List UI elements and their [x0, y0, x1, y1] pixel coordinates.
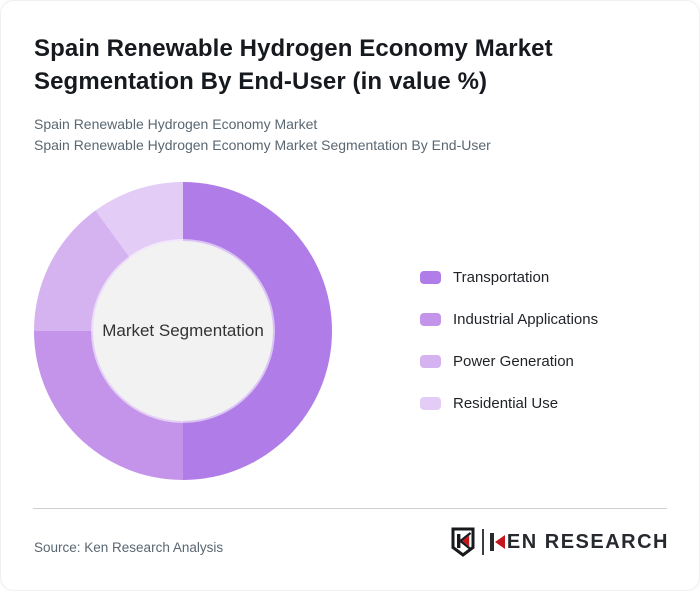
logo-k-triangle-icon [494, 535, 505, 549]
ken-research-shield-icon [451, 527, 475, 557]
ken-research-logo: EN RESEARCH [451, 527, 669, 557]
legend-swatch-residential-use [420, 397, 441, 410]
legend-label: Power Generation [453, 353, 574, 370]
footer-divider [33, 508, 667, 509]
chart-subtitles: Spain Renewable Hydrogen Economy Market … [34, 114, 491, 156]
legend-item-transportation: Transportation [420, 269, 598, 286]
legend-label: Transportation [453, 269, 550, 286]
source-note: Source: Ken Research Analysis [34, 540, 224, 555]
chart-subtitle-1: Spain Renewable Hydrogen Economy Market [34, 116, 318, 132]
legend-swatch-power-generation [420, 355, 441, 368]
legend-swatch-industrial-applications [420, 313, 441, 326]
legend-item-residential-use: Residential Use [420, 395, 598, 412]
legend-swatch-transportation [420, 271, 441, 284]
legend-label: Residential Use [453, 395, 559, 412]
logo-wordmark: EN RESEARCH [489, 530, 669, 554]
legend-label: Industrial Applications [453, 311, 599, 328]
page-title: Spain Renewable Hydrogen Economy Market … [34, 35, 553, 95]
chart-subtitle-2: Spain Renewable Hydrogen Economy Market … [34, 137, 491, 153]
donut-chart: Market Segmentation [34, 182, 332, 480]
legend-item-power-generation: Power Generation [420, 353, 598, 370]
logo-wordmark-text: EN RESEARCH [506, 530, 669, 553]
chart-legend: Transportation Industrial Applications P… [420, 269, 598, 412]
logo-separator [481, 529, 484, 555]
logo-k-bar [489, 533, 494, 551]
donut-center-label: Market Segmentation [102, 321, 264, 340]
donut-center-circle: Market Segmentation [93, 241, 273, 421]
legend-item-industrial-applications: Industrial Applications [420, 311, 598, 328]
